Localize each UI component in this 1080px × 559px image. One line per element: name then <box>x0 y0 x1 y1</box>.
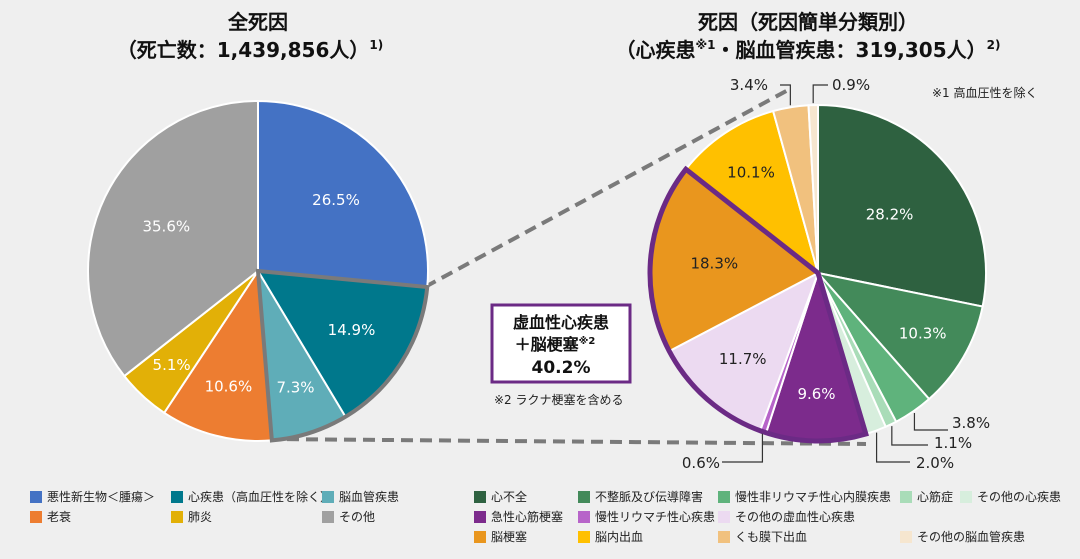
legend-left-4: 肺炎 <box>188 510 212 524</box>
legend-right-2-swatch <box>718 491 730 503</box>
right-chart-note: ※1 高血圧性を除く <box>932 85 1038 100</box>
right-pie-slice-0 <box>817 103 987 308</box>
legend-left-0-swatch <box>30 491 42 503</box>
right-chart-title: 死因（死因簡単分類別） <box>698 10 918 34</box>
left-pie-slice-3 <box>162 268 273 442</box>
left-chart-subtitle: （死亡数：1,439,856人）1) <box>117 38 383 62</box>
legend-left-0: 悪性新生物＜腫瘍＞ <box>47 489 155 504</box>
legend-right-1-swatch <box>578 491 590 503</box>
legend-right-2: 慢性非リウマチ性心内膜疾患 <box>735 489 891 504</box>
legend-left-2: 脳血管疾患 <box>339 489 399 504</box>
legend-right-8: 脳梗塞 <box>491 529 527 544</box>
legend-right-3: 心筋症 <box>917 489 953 504</box>
legend-right-3-swatch <box>900 491 912 503</box>
right-pie-label-11: 0.9% <box>832 76 870 94</box>
right-pie-leader-6 <box>722 433 764 463</box>
right-pie-leader-4 <box>875 432 910 463</box>
left-pie-labels: 26.5% 14.9% 7.3% 10.6% 5.1% 35.6% <box>142 191 375 396</box>
legend-right-1: 不整脈及び伝導障害 <box>595 489 703 504</box>
right-pie-label-8: 18.3% <box>690 255 738 273</box>
right-pie-label-6: 0.6% <box>682 454 720 472</box>
callout-box <box>490 303 632 384</box>
left-pie-slice-5 <box>87 99 259 378</box>
legend-right-6: 慢性リウマチ性心疾患 <box>595 509 715 524</box>
legend-left-3: 老衰 <box>47 509 71 524</box>
right-chart-subtitle-sup: ※1 <box>696 38 716 52</box>
right-pie-labels: 28.2% 10.3% 9.6% 11.7% 18.3% 10.1% 3.8% 1.1% 2.0… <box>682 76 990 472</box>
left-pie-label-1: 14.9% <box>328 321 376 339</box>
right-pie-label-4: 2.0% <box>916 454 954 472</box>
right-pie-slice-9 <box>684 109 820 276</box>
right-pie-label-7: 11.7% <box>719 350 767 368</box>
right-chart-subtitle-rest: ・脳血管疾患：319,305人） <box>716 38 987 62</box>
right-pie-slice-11 <box>807 103 819 274</box>
legend-right-5-swatch <box>474 511 486 523</box>
right-pie-leader-3 <box>891 426 928 446</box>
right-pie-leader-10 <box>780 84 791 106</box>
left-pie-label-2: 7.3% <box>276 379 314 397</box>
left-chart-title: 全死因 <box>227 10 288 34</box>
legend-right-11: その他の脳血管疾患 <box>917 529 1025 544</box>
legend-left-2-swatch <box>322 491 334 503</box>
legend-left-3-swatch <box>30 511 42 523</box>
right-pie-highlight <box>647 165 869 444</box>
right-pie <box>649 103 987 442</box>
callout-value: 40.2% <box>532 358 591 378</box>
callout-line2-text: ＋脳梗塞 <box>515 335 580 354</box>
callout-line2-sup: ※2 <box>579 335 596 347</box>
legend-right-7-swatch <box>718 511 730 523</box>
right-pie-highlight-outline <box>647 165 869 444</box>
zoom-connector-top <box>424 88 789 289</box>
callout-note: ※2 ラクナ梗塞を含める <box>494 392 624 407</box>
legend-left-5-swatch <box>322 511 334 523</box>
legend-right-0-swatch <box>474 491 486 503</box>
legend-right-9-swatch <box>578 531 590 543</box>
right-pie-label-9: 10.1% <box>727 163 775 181</box>
legend-left-5: その他 <box>339 510 375 524</box>
callout-line2: ＋脳梗塞※2 <box>515 335 596 354</box>
zoom-connector-bottom <box>267 437 867 446</box>
right-chart-subtitle-note: 2) <box>987 38 1001 52</box>
legend-right-4-swatch <box>960 491 972 503</box>
legend-right-5: 急性心筋梗塞 <box>491 509 563 524</box>
legend-right-10: くも膜下出血 <box>735 530 807 544</box>
left-pie-highlight-outline <box>255 268 430 443</box>
right-pie-label-10: 3.4% <box>730 76 768 94</box>
right-pie-leader-11 <box>812 84 828 104</box>
left-pie-label-4: 5.1% <box>153 356 191 374</box>
left-pie-label-3: 10.6% <box>205 377 253 395</box>
left-chart-subtitle-note: 1) <box>369 38 383 52</box>
right-pie-label-2: 3.8% <box>952 414 990 432</box>
legend-right-6-swatch <box>578 511 590 523</box>
legend-left-1-swatch <box>171 491 183 503</box>
right-pie-slice-1 <box>815 271 984 401</box>
left-pie-label-0: 26.5% <box>312 191 360 209</box>
left-pie-label-5: 35.6% <box>142 217 190 235</box>
left-pie-highlight <box>255 268 430 443</box>
legend-right-7: その他の虚血性心疾患 <box>735 509 855 524</box>
right-pie-label-1: 10.3% <box>899 325 947 343</box>
legend-right-10-swatch <box>718 531 730 543</box>
legend-right-9: 脳内出血 <box>595 530 643 544</box>
legend-right-8-swatch <box>474 531 486 543</box>
callout-line1: 虚血性心疾患 <box>513 313 609 332</box>
left-chart-subtitle-text: （死亡数：1,439,856人） <box>117 38 370 62</box>
right-pie-label-5: 9.6% <box>797 385 835 403</box>
legend-right-0: 心不全 <box>491 489 527 504</box>
legend-right-4: その他の心疾患 <box>977 489 1061 504</box>
right-pie-label-0: 28.2% <box>866 206 914 224</box>
left-pie-slice-0 <box>257 99 429 289</box>
legend-left-4-swatch <box>171 511 183 523</box>
right-pie-leader-2 <box>913 413 948 431</box>
right-chart-subtitle: （心疾患※1・脳血管疾患：319,305人）2) <box>616 38 1001 62</box>
right-chart-subtitle-main: （心疾患 <box>616 38 696 62</box>
legend-left-1: 心疾患（高血圧性を除く） <box>188 489 332 504</box>
legend-right-11-swatch <box>900 531 912 543</box>
right-pie-label-3: 1.1% <box>934 434 972 452</box>
